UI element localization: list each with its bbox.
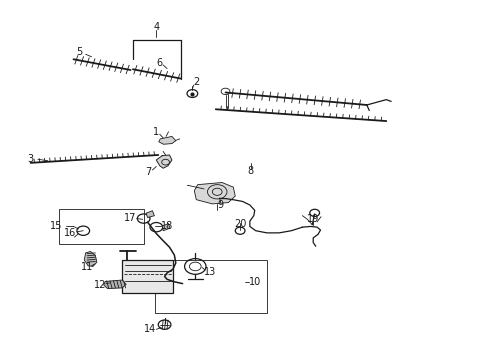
Text: 15: 15 — [50, 221, 62, 231]
Text: 16: 16 — [64, 228, 76, 238]
Text: 4: 4 — [153, 22, 159, 32]
Text: 8: 8 — [248, 166, 254, 176]
Text: 11: 11 — [80, 262, 93, 272]
Text: 1: 1 — [153, 127, 159, 137]
Polygon shape — [146, 211, 154, 217]
Bar — [59, 208, 144, 244]
Text: 6: 6 — [157, 58, 163, 68]
Text: 7: 7 — [146, 167, 151, 177]
Text: 9: 9 — [218, 200, 224, 210]
Text: 20: 20 — [234, 219, 246, 229]
Text: 2: 2 — [193, 77, 199, 87]
Text: 19: 19 — [307, 213, 319, 224]
Text: 13: 13 — [204, 267, 216, 277]
Text: 5: 5 — [76, 47, 82, 57]
Polygon shape — [156, 155, 172, 168]
Bar — [122, 260, 173, 293]
Polygon shape — [104, 280, 126, 289]
Polygon shape — [195, 183, 235, 204]
Polygon shape — [162, 224, 170, 231]
Text: 10: 10 — [248, 277, 261, 287]
Bar — [155, 260, 267, 313]
Polygon shape — [84, 251, 97, 266]
Polygon shape — [159, 136, 176, 144]
Text: 12: 12 — [94, 280, 106, 290]
Text: 3: 3 — [27, 154, 34, 163]
Text: 18: 18 — [161, 221, 173, 231]
Text: 17: 17 — [124, 212, 137, 222]
Text: 14: 14 — [144, 324, 156, 334]
